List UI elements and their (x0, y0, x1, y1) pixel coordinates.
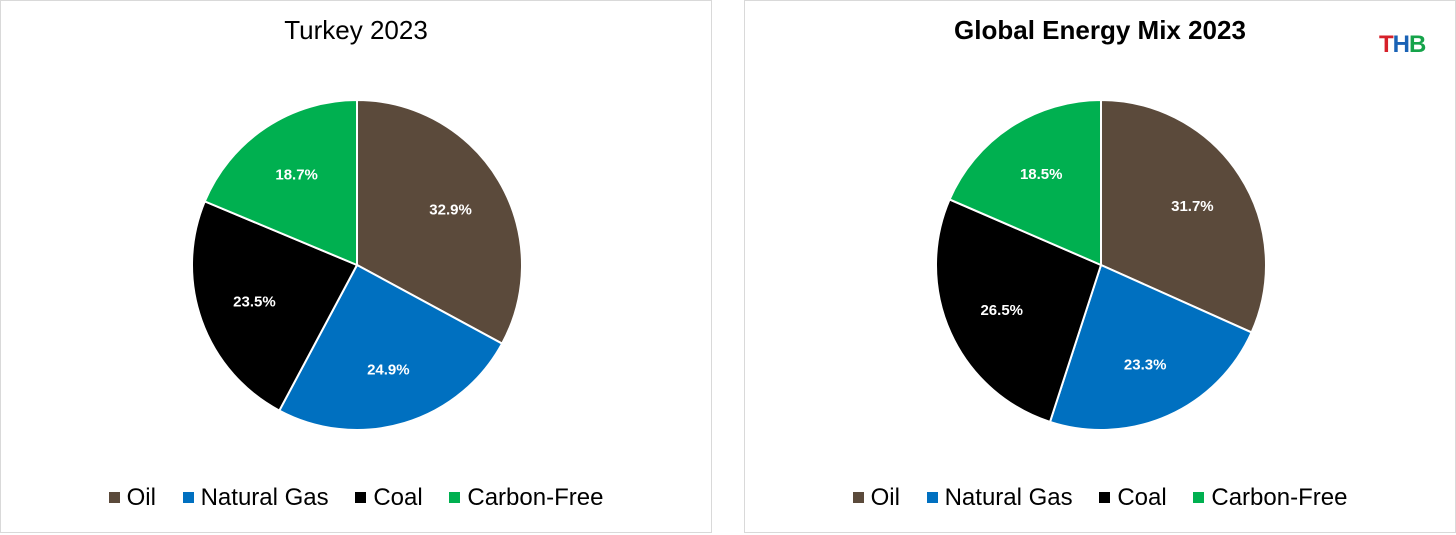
chart-panel-global: Global Energy Mix 2023 THB 31.7% 23.3% 26.… (744, 0, 1456, 533)
pie-chart-global: 31.7% 23.3% 26.5% 18.5% (935, 98, 1267, 431)
data-label-natural-gas: 23.3% (1124, 357, 1167, 374)
legend-item-oil: Oil (852, 484, 900, 512)
pie-slice-oil (356, 98, 523, 345)
chart-title: Global Energy Mix 2023 (954, 15, 1246, 45)
legend-swatch (852, 492, 864, 503)
pie-slice-carbon-free (203, 98, 358, 267)
legend-item-coal: Coal (355, 484, 423, 512)
legend-swatch (108, 492, 120, 503)
brand-logo: THB (1379, 31, 1426, 59)
legend-swatch (1099, 492, 1111, 503)
pie-slice-natural-gas (1048, 263, 1253, 431)
pie-slice-coal (935, 198, 1103, 424)
legend-swatch (355, 492, 367, 503)
data-label-oil: 32.9% (429, 201, 472, 218)
legend-swatch (449, 492, 461, 503)
brand-letter: H (1392, 31, 1410, 58)
data-label-carbon-free: 18.5% (1020, 166, 1063, 183)
data-label-natural-gas: 24.9% (367, 361, 410, 378)
chart-panel-turkey: Turkey 2023 32.9% 24.9% 23.5% 18.7% Oil Nat… (0, 0, 712, 533)
data-label-coal: 26.5% (980, 302, 1023, 319)
legend-swatch (926, 492, 938, 503)
legend: Oil Natural Gas Coal Carbon-Free (1, 484, 711, 512)
legend-item-natural-gas: Natural Gas (926, 484, 1073, 512)
legend-item-coal: Coal (1099, 484, 1167, 512)
chart-title: Turkey 2023 (284, 15, 428, 45)
data-label-oil: 31.7% (1171, 198, 1214, 215)
legend-swatch (1193, 492, 1205, 503)
data-label-carbon-free: 18.7% (275, 166, 318, 183)
legend-item-carbon-free: Carbon-Free (1193, 484, 1347, 512)
pie-slice-coal (191, 200, 359, 412)
legend-item-natural-gas: Natural Gas (182, 484, 329, 512)
brand-letter: T (1379, 31, 1394, 58)
legend: Oil Natural Gas Coal Carbon-Free (745, 484, 1455, 512)
legend-item-oil: Oil (108, 484, 156, 512)
pie-chart-turkey: 32.9% 24.9% 23.5% 18.7% (191, 98, 523, 431)
data-label-coal: 23.5% (233, 294, 276, 311)
pie-slice-carbon-free (948, 98, 1102, 267)
pie-slice-oil (1100, 98, 1267, 334)
legend-swatch (182, 492, 194, 503)
legend-item-carbon-free: Carbon-Free (449, 484, 603, 512)
brand-letter: B (1409, 31, 1426, 58)
